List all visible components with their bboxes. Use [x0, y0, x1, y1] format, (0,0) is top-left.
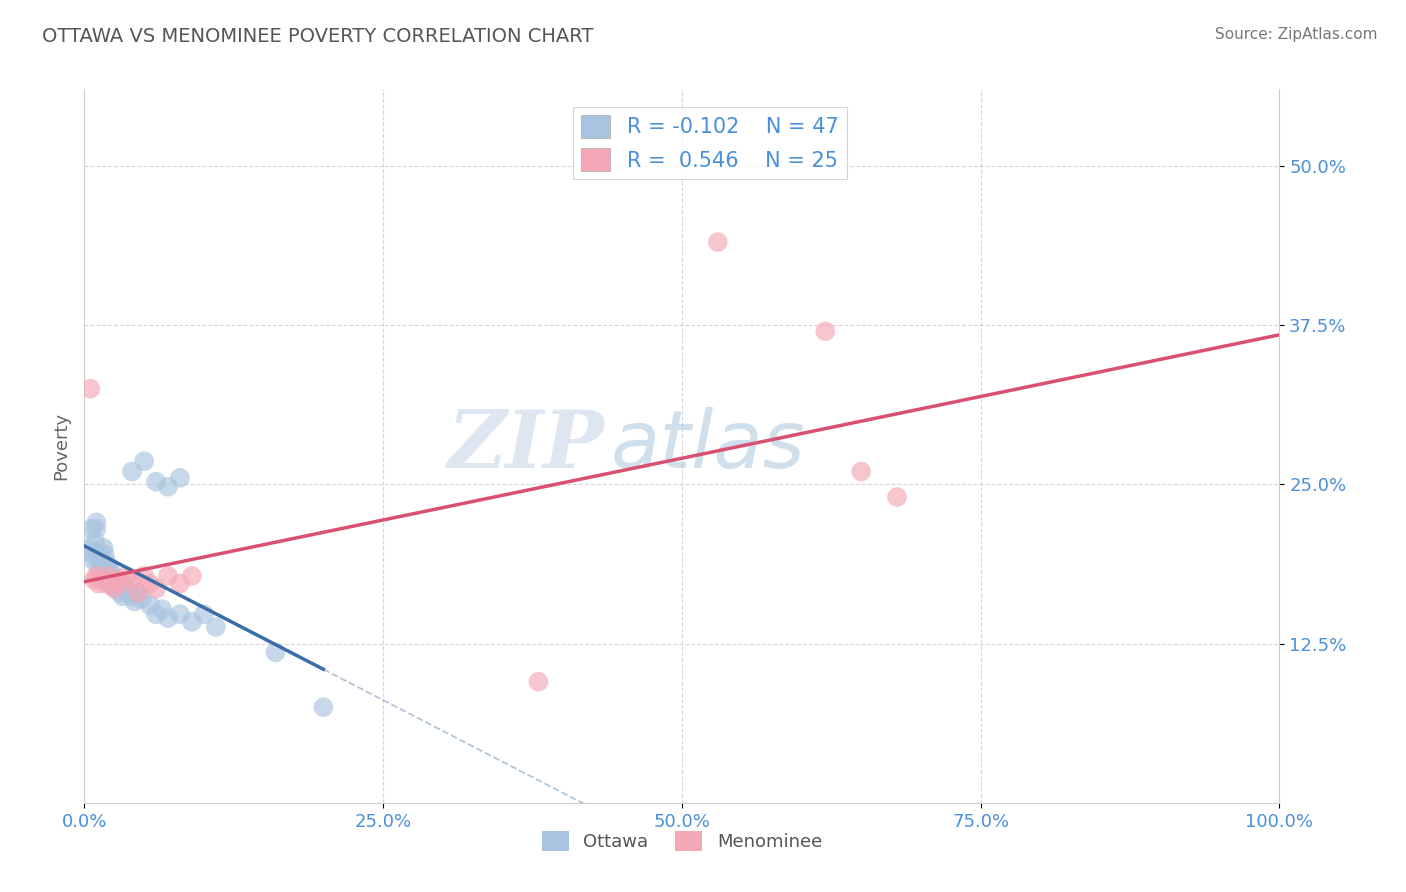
Point: [205, 620, 228, 634]
Y-axis label: Poverty: Poverty: [52, 412, 70, 480]
Point: [157, 480, 180, 494]
Point: [139, 599, 162, 613]
Point: [169, 471, 191, 485]
Point: [150, 602, 173, 616]
Point: [83, 573, 105, 587]
Text: OTTAWA VS MENOMINEE POVERTY CORRELATION CHART: OTTAWA VS MENOMINEE POVERTY CORRELATION …: [42, 27, 593, 45]
Point: [851, 465, 873, 479]
Point: [79, 382, 101, 396]
Point: [80, 522, 103, 536]
Point: [139, 576, 162, 591]
Point: [886, 490, 908, 504]
Point: [93, 541, 115, 555]
Point: [110, 585, 132, 599]
Point: [96, 556, 118, 570]
Point: [132, 569, 156, 583]
Point: [157, 569, 180, 583]
Point: [121, 573, 143, 587]
Point: [264, 645, 287, 659]
Point: [90, 554, 112, 568]
Text: ZIP: ZIP: [447, 408, 605, 484]
Point: [89, 547, 111, 561]
Point: [145, 475, 167, 489]
Point: [115, 569, 138, 583]
Point: [94, 576, 117, 591]
Point: [145, 607, 167, 622]
Point: [111, 590, 134, 604]
Point: [104, 576, 127, 591]
Point: [157, 611, 180, 625]
Point: [103, 573, 125, 587]
Point: [121, 590, 143, 604]
Point: [86, 522, 108, 536]
Point: [124, 594, 146, 608]
Point: [83, 554, 105, 568]
Point: [169, 607, 191, 622]
Point: [87, 560, 110, 574]
Point: [312, 700, 335, 714]
Point: [91, 560, 114, 574]
Point: [86, 516, 108, 530]
Point: [100, 564, 122, 578]
Point: [707, 235, 730, 249]
Text: atlas: atlas: [610, 407, 806, 485]
Point: [103, 582, 125, 596]
Point: [132, 454, 156, 468]
Point: [169, 576, 191, 591]
Point: [100, 576, 122, 591]
Point: [814, 324, 837, 338]
Point: [107, 582, 129, 596]
Point: [127, 585, 149, 599]
Point: [110, 576, 132, 591]
Point: [98, 573, 121, 587]
Point: [101, 569, 124, 583]
Point: [91, 573, 114, 587]
Point: [131, 591, 153, 606]
Point: [118, 585, 141, 599]
Point: [527, 674, 550, 689]
Point: [87, 576, 110, 591]
Point: [97, 560, 120, 574]
Point: [97, 569, 120, 583]
Point: [127, 585, 149, 599]
Point: [94, 566, 117, 581]
Point: [107, 573, 129, 587]
Point: [181, 615, 204, 629]
Point: [145, 582, 167, 596]
Text: Source: ZipAtlas.com: Source: ZipAtlas.com: [1215, 27, 1378, 42]
Point: [181, 569, 204, 583]
Point: [101, 579, 124, 593]
Point: [79, 541, 101, 555]
Point: [84, 534, 107, 549]
Point: [193, 607, 215, 622]
Point: [86, 547, 108, 561]
Point: [121, 465, 143, 479]
Point: [86, 569, 108, 583]
Point: [93, 547, 115, 561]
Point: [115, 579, 138, 593]
Point: [82, 547, 104, 561]
Legend: Ottawa, Menominee: Ottawa, Menominee: [534, 823, 830, 858]
